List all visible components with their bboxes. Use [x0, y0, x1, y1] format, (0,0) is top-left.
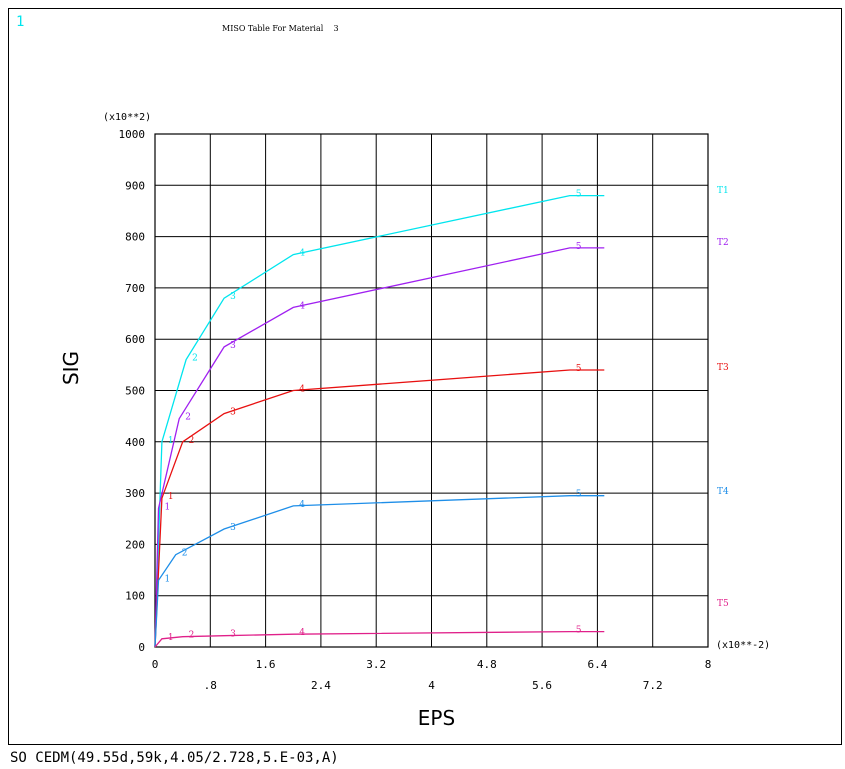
point-label: 4	[299, 301, 305, 311]
legend-label-t4: T4	[717, 487, 729, 497]
x-tick-label: 8	[705, 658, 712, 671]
point-label: 1	[164, 574, 170, 584]
y-tick-label: 400	[125, 436, 145, 449]
legend-label-t5: T5	[717, 599, 729, 609]
point-label: 1	[168, 633, 174, 643]
point-label: 4	[299, 249, 305, 259]
point-label: 3	[230, 408, 236, 418]
command-line: SO CEDM(49.55d,59k,4.05/2.728,5.E-03,A)	[10, 750, 339, 766]
point-label: 1	[168, 436, 174, 446]
point-label: 5	[576, 190, 582, 200]
point-label: 2	[182, 549, 188, 559]
y-tick-label: 1000	[119, 128, 146, 141]
y-tick-label: 0	[138, 641, 145, 654]
series-line-t4	[154, 495, 605, 648]
plot-area-border	[154, 133, 709, 648]
point-label: 2	[189, 436, 195, 446]
x-tick-label: 7.2	[643, 679, 663, 692]
y-tick-label: 900	[125, 179, 145, 192]
point-label: 4	[299, 500, 305, 510]
x-tick-label: 6.4	[587, 658, 607, 671]
point-label: 1	[164, 502, 170, 512]
y-tick-label: 600	[125, 333, 145, 346]
point-label: 2	[192, 354, 198, 364]
point-label: 3	[230, 630, 236, 640]
legend-label-t2: T2	[717, 238, 729, 248]
x-tick-label: .8	[204, 679, 217, 692]
chart-title: MISO Table For Material 3	[222, 24, 339, 33]
series-line-t3	[154, 369, 605, 648]
x-tick-label: 4.8	[477, 658, 497, 671]
y-axis-title: SIG	[59, 351, 83, 385]
axes: 0 100 200 300 400 500 600 700 800 900 1000 0 1.6 3.2 4…	[119, 128, 712, 692]
y-tick-label: 500	[125, 385, 145, 398]
point-label: 5	[576, 242, 582, 252]
point-label: 5	[576, 364, 582, 374]
series-group: 1 2 3 4 5 T1 1 2 3 4 5 T2 1 2 3 4 5 T3 1 2 3 4 5 T4 1 2 3 4 5 T5	[154, 186, 729, 648]
x-axis-title: EPS	[418, 706, 455, 730]
y-tick-label: 800	[125, 231, 145, 244]
chart-svg: 0 100 200 300 400 500 600 700 800 900 1000 0 1.6 3.2 4…	[59, 112, 770, 730]
x-multiplier: (x10**-2)	[716, 640, 770, 651]
point-label: 5	[576, 490, 582, 500]
point-label: 3	[230, 523, 236, 533]
grid	[154, 133, 709, 648]
plot-frame	[8, 8, 842, 745]
x-tick-label: 2.4	[311, 679, 331, 692]
point-label: 5	[576, 626, 582, 636]
y-tick-label: 300	[125, 487, 145, 500]
y-tick-label: 700	[125, 282, 145, 295]
x-tick-label: 4	[428, 679, 435, 692]
x-tick-label: 3.2	[366, 658, 386, 671]
point-label: 4	[299, 385, 305, 395]
x-tick-label: 1.6	[256, 658, 276, 671]
legend-label-t1: T1	[717, 186, 729, 196]
series-line-t2	[154, 247, 605, 648]
point-label: 4	[299, 628, 305, 638]
labels: (x10**2) (x10**-2) EPS SIG	[59, 112, 770, 730]
y-tick-label: 100	[125, 590, 145, 603]
point-label: 2	[185, 413, 191, 423]
x-tick-label: 0	[152, 658, 159, 671]
point-label: 2	[189, 631, 195, 641]
point-label: 1	[168, 492, 174, 502]
y-tick-label: 200	[125, 538, 145, 551]
series-line-t1	[154, 194, 605, 648]
point-label: 3	[230, 292, 236, 302]
series-line-t5	[154, 630, 605, 648]
y-multiplier: (x10**2)	[103, 112, 151, 123]
window-number: 1	[16, 14, 25, 30]
legend-label-t3: T3	[717, 363, 729, 373]
point-label: 3	[230, 341, 236, 351]
x-tick-label: 5.6	[532, 679, 552, 692]
